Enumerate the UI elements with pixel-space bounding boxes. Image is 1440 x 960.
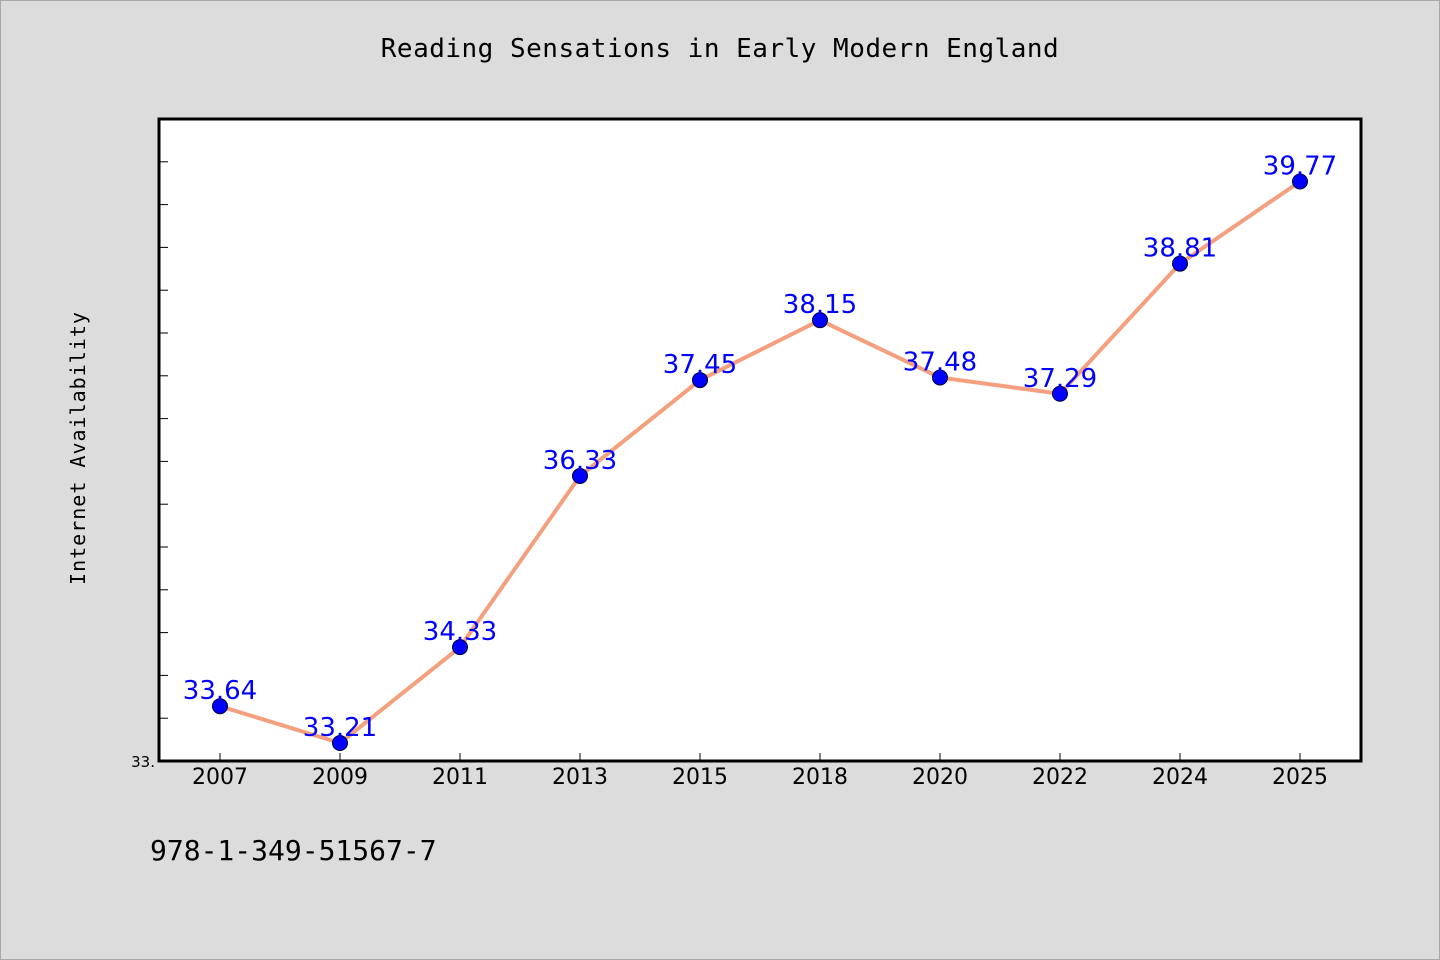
isbn-footnote: 978-1-349-51567-7 — [150, 834, 437, 867]
data-label: 38.15 — [783, 290, 857, 320]
x-tick-label: 2009 — [312, 765, 368, 790]
x-tick-label: 2022 — [1032, 765, 1088, 790]
data-labels: 33.64 33.21 34.33 36.33 37.45 38.15 37.48 37.29… — [183, 151, 1337, 743]
series-line — [218, 179, 1302, 746]
data-label: 37.48 — [903, 348, 977, 378]
x-axis-ticks: 2007 2009 2011 2013 2015 2018 2020 2022 2024 2025 — [192, 753, 1328, 790]
data-point — [452, 639, 468, 656]
x-tick-label: 2024 — [1152, 765, 1208, 790]
data-label: 37.45 — [663, 350, 737, 380]
x-tick-label: 2018 — [792, 765, 848, 790]
x-tick-label: 2020 — [912, 765, 968, 790]
x-tick-label: 2011 — [432, 765, 488, 790]
data-point — [212, 698, 228, 715]
data-label: 37.29 — [1023, 364, 1097, 394]
x-tick-label: 2025 — [1272, 765, 1328, 790]
series-markers — [212, 173, 1308, 752]
data-label: 36.33 — [543, 446, 617, 476]
y-tick-label: 33. — [131, 753, 155, 771]
data-point — [572, 467, 588, 484]
data-point — [692, 372, 708, 389]
data-label: 34.33 — [423, 617, 497, 647]
chart-title: Reading Sensations in Early Modern Engla… — [380, 34, 1060, 64]
x-tick-label: 2013 — [552, 765, 608, 790]
data-point — [812, 312, 828, 329]
data-label: 39.77 — [1263, 151, 1337, 181]
x-tick-label: 2015 — [672, 765, 728, 790]
data-label: 38.81 — [1143, 234, 1217, 264]
data-point — [1292, 173, 1308, 190]
data-point — [1052, 385, 1068, 402]
plot-area — [157, 117, 1363, 763]
x-tick-label: 2007 — [192, 765, 248, 790]
data-point — [1172, 255, 1188, 272]
data-point — [332, 735, 348, 752]
data-point — [932, 369, 948, 386]
data-label: 33.21 — [303, 713, 377, 743]
data-label: 33.64 — [183, 676, 257, 706]
y-axis-ticks: 33. — [131, 118, 168, 771]
